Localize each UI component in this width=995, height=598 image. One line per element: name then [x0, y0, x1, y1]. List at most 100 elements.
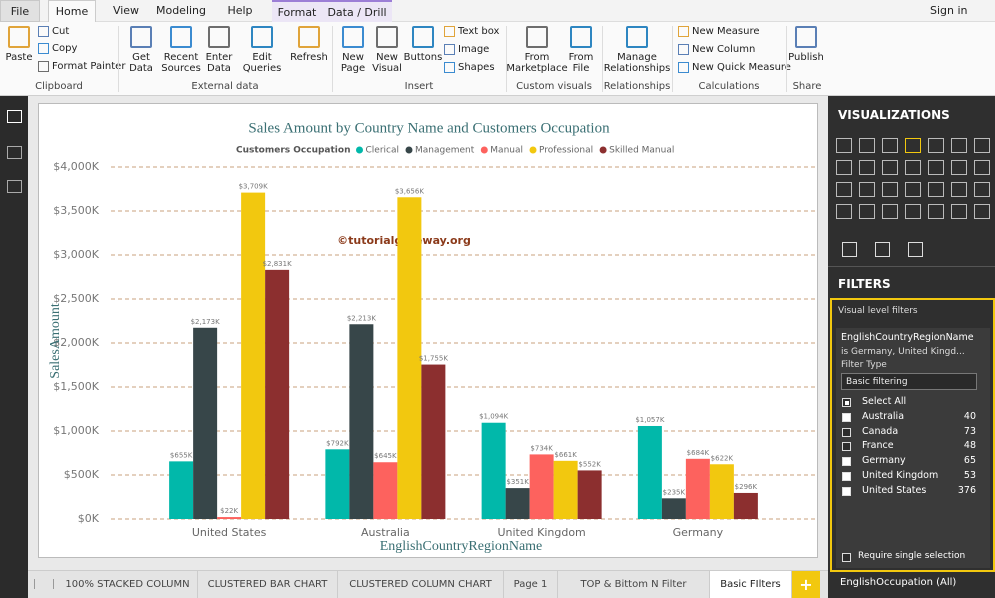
ribbon-button[interactable]: Paste	[4, 24, 34, 63]
ribbon-button[interactable]: From Marketplace	[506, 24, 568, 74]
bar	[373, 462, 398, 519]
page-tab[interactable]: Page 1	[504, 571, 558, 598]
ribbon-button[interactable]: New Column	[678, 44, 755, 55]
filter-option-checkbox[interactable]	[842, 457, 851, 467]
ribbon-button-label: Enter Data	[205, 52, 233, 74]
visual-type-icon[interactable]	[859, 182, 875, 197]
data-label: $351K	[506, 478, 529, 486]
ribbon-button[interactable]: Recent Sources	[160, 24, 202, 74]
ribbon-button[interactable]: Buttons	[404, 24, 442, 63]
visual-type-icon[interactable]	[951, 138, 967, 153]
visual-type-icon[interactable]	[974, 204, 990, 219]
visual-type-icon[interactable]	[974, 160, 990, 175]
bar	[169, 461, 194, 519]
ribbon-button[interactable]: Format Painter	[38, 61, 125, 72]
next-filter-field[interactable]: EnglishOccupation (All)	[840, 577, 957, 588]
visual-type-icon[interactable]	[974, 138, 990, 153]
icon	[376, 26, 398, 48]
filter-option-checkbox[interactable]	[842, 442, 851, 452]
ribbon-group-label: Clipboard	[35, 81, 83, 92]
menu-tab[interactable]: Help	[227, 4, 253, 17]
visual-type-icon[interactable]	[974, 182, 990, 197]
visual-type-icon[interactable]	[882, 204, 898, 219]
icon	[412, 26, 434, 48]
visual-type-icon[interactable]	[928, 182, 944, 197]
bar	[661, 498, 686, 519]
filter-option-checkbox[interactable]	[842, 471, 851, 481]
visual-type-icon[interactable]	[859, 204, 875, 219]
select-all-checkbox[interactable]	[842, 398, 851, 407]
icon	[251, 26, 273, 48]
menu-tab[interactable]: View	[112, 4, 140, 17]
ribbon-button[interactable]: Text box	[444, 26, 499, 37]
nav-icon[interactable]	[7, 180, 22, 193]
menu-tab[interactable]: Data / Drill	[322, 0, 392, 22]
menu-tab[interactable]: Modeling	[155, 4, 207, 17]
nav-icon[interactable]	[7, 146, 22, 159]
page-tab[interactable]: CLUSTERED COLUMN CHART	[338, 571, 504, 598]
add-page[interactable]: +	[792, 571, 820, 598]
ribbon-button[interactable]: Edit Queries	[240, 24, 284, 74]
visual-type-icon[interactable]	[905, 138, 921, 153]
ribbon-button[interactable]: Get Data	[122, 24, 160, 74]
ribbon-button[interactable]: Copy	[38, 43, 77, 54]
page-tab[interactable]: TOP & Bittom N Filter	[558, 571, 710, 598]
filter-type-dropdown[interactable]: Basic filtering	[841, 373, 977, 390]
data-label: $552K	[578, 460, 601, 468]
ribbon-button[interactable]: Manage Relationships	[604, 24, 670, 74]
visual-type-icon[interactable]	[836, 160, 852, 175]
sign-in[interactable]: Sign in	[930, 4, 968, 17]
visual-type-icon[interactable]	[882, 160, 898, 175]
visual-type-icon[interactable]	[836, 138, 852, 153]
visual-type-icon[interactable]	[882, 138, 898, 153]
page-tab[interactable]: CLUSTERED BAR CHART	[198, 571, 338, 598]
ribbon-group-label: Calculations	[698, 81, 760, 92]
nav-arrows[interactable]	[34, 579, 54, 589]
pane-tab-icon[interactable]	[908, 242, 923, 257]
visual-type-icon[interactable]	[951, 204, 967, 219]
visual-type-icon[interactable]	[859, 160, 875, 175]
bar	[193, 327, 218, 519]
filter-card[interactable]: EnglishCountryRegionName is Germany, Unit…	[836, 328, 990, 568]
visual-type-icon[interactable]	[928, 160, 944, 175]
visual-type-icon[interactable]	[905, 182, 921, 197]
visual-type-icon[interactable]	[951, 160, 967, 175]
visual-type-icon[interactable]	[928, 138, 944, 153]
filter-option-checkbox[interactable]	[842, 486, 851, 496]
ribbon-button[interactable]: Refresh	[288, 24, 330, 63]
visual-container[interactable]: Sales Amount by Country Name and Custome…	[38, 103, 818, 558]
ribbon-button[interactable]: From File	[566, 24, 596, 74]
filter-option-checkbox[interactable]	[842, 413, 851, 422]
filter-option-checkbox[interactable]	[842, 427, 851, 437]
ribbon-button[interactable]: New Measure	[678, 26, 760, 37]
left-nav	[0, 96, 28, 598]
visual-type-icon[interactable]	[905, 204, 921, 219]
visual-type-icon[interactable]	[905, 160, 921, 175]
ribbon-button[interactable]: New Page	[336, 24, 370, 74]
visual-type-icon[interactable]	[882, 182, 898, 197]
pane-tab-icon[interactable]	[875, 242, 890, 257]
nav-icon[interactable]	[7, 110, 22, 123]
ribbon-button[interactable]: New Quick Measure	[678, 62, 791, 73]
page-tab[interactable]: 100% STACKED COLUMN	[58, 571, 198, 598]
menu-tab[interactable]: File	[0, 0, 40, 22]
menu-tab[interactable]: Format	[272, 0, 322, 22]
visual-type-icon[interactable]	[836, 182, 852, 197]
ribbon-button[interactable]: New Visual	[370, 24, 404, 74]
page-tab[interactable]: Basic FIlters	[710, 571, 792, 598]
ribbon-button-label: Manage Relationships	[603, 52, 671, 74]
menu-tab[interactable]: Home	[48, 0, 96, 23]
ribbon-button[interactable]: Publish	[786, 24, 826, 63]
visual-type-icon[interactable]	[836, 204, 852, 219]
single-selection-checkbox[interactable]	[842, 553, 851, 562]
visual-type-icon[interactable]	[928, 204, 944, 219]
filter-option-label: Canada	[862, 425, 899, 437]
visual-type-icon[interactable]	[859, 138, 875, 153]
pane-tab-icon[interactable]	[842, 242, 857, 257]
visual-type-icon[interactable]	[951, 182, 967, 197]
ribbon-button[interactable]: Image	[444, 44, 489, 55]
ribbon-button[interactable]: Shapes	[444, 62, 495, 73]
ribbon-button-label: Refresh	[290, 52, 328, 63]
ribbon-button[interactable]: Cut	[38, 26, 69, 37]
ribbon-button[interactable]: Enter Data	[202, 24, 236, 74]
